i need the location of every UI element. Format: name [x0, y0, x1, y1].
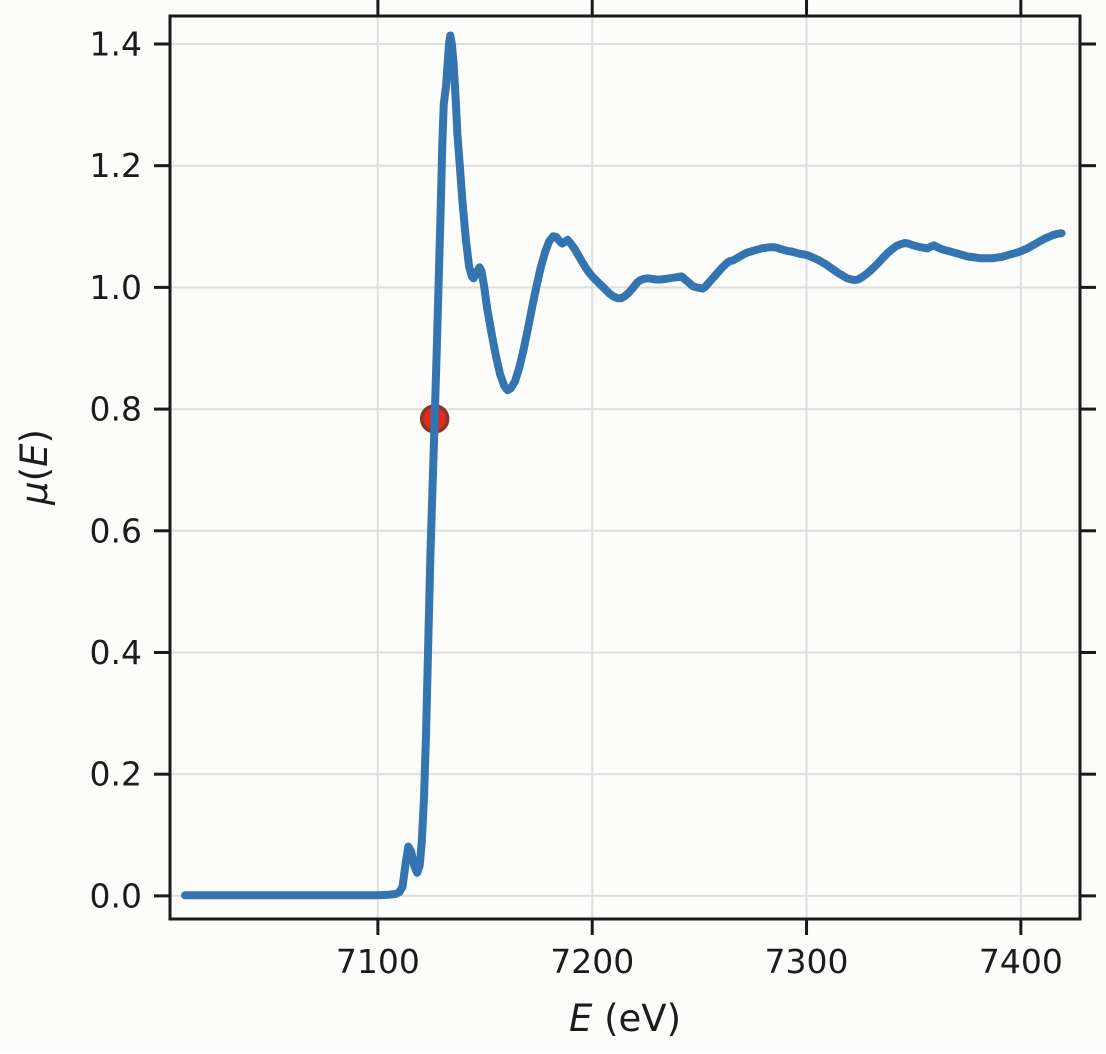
y-tick-label: 0.6	[90, 511, 142, 550]
y-tick-label: 0.2	[90, 755, 142, 794]
x-axis-label: E (eV)	[569, 997, 681, 1040]
x-tick-label: 7200	[550, 942, 634, 981]
gridlines	[170, 16, 1080, 919]
mu-curve	[181, 31, 1066, 900]
y-tick-label: 0.0	[90, 876, 142, 915]
y-tick-label: 0.8	[90, 390, 142, 429]
axes-spines	[168, 14, 1082, 921]
x-tick-labels: 7100 7200 7300 7400	[336, 942, 1063, 981]
y-axis-label: μ(E)	[13, 429, 56, 506]
y-tick-label: 1.0	[90, 268, 142, 307]
axis-ticks	[154, 0, 1096, 935]
y-tick-label: 1.2	[90, 146, 142, 185]
mu-curve-layer	[181, 31, 1066, 900]
y-tick-label: 0.4	[90, 633, 142, 672]
y-tick-labels: 0.0 0.2 0.4 0.6 0.8 1.0 1.2 1.4	[90, 24, 142, 915]
x-tick-label: 7100	[336, 942, 420, 981]
x-tick-label: 7300	[765, 942, 849, 981]
plot-background	[170, 16, 1080, 919]
x-tick-label: 7400	[979, 942, 1063, 981]
y-tick-label: 1.4	[90, 24, 142, 63]
